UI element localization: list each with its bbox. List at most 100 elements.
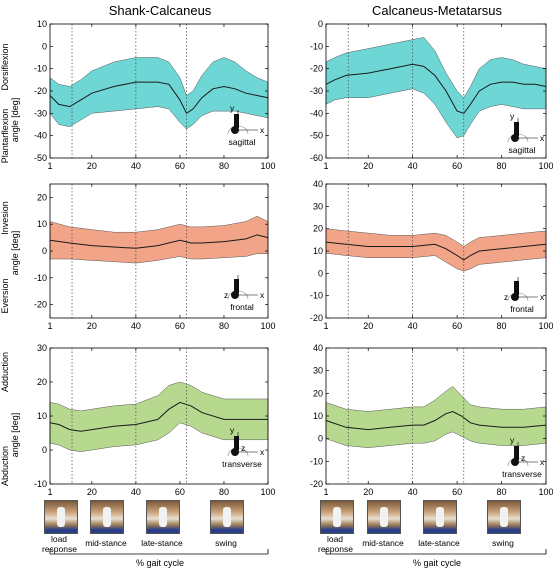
ytick-label: 20 [37, 192, 47, 202]
ytick-label: 30 [37, 343, 47, 353]
ytick-label: 20 [313, 224, 323, 234]
std-band [49, 215, 269, 264]
xtick-label: 40 [131, 487, 141, 497]
xtick-label: 100 [538, 487, 553, 497]
xtick-label: 40 [408, 321, 418, 331]
gait-phase-label: late-stance [418, 538, 460, 548]
xtick-label: 60 [452, 161, 462, 171]
gait-cycle-bracket-right: % gait cycle [325, 549, 547, 568]
plane-label: transverse [222, 459, 262, 469]
axis-letter-y: y [510, 111, 515, 121]
gait-phase-label: mid-stance [85, 538, 127, 548]
axis-letter-z: z [241, 443, 245, 453]
ytick-label: -50 [34, 153, 47, 163]
std-band [325, 37, 547, 139]
mean-line [325, 241, 547, 261]
ytick-label: 30 [313, 366, 323, 376]
xtick-label: 60 [452, 487, 462, 497]
mean-line [325, 410, 547, 431]
axis-letter-x: x [260, 447, 265, 457]
ytick-label: -60 [310, 153, 323, 163]
xtick-label: 60 [452, 321, 462, 331]
xtick-label: 20 [87, 321, 97, 331]
plane-label: transverse [502, 469, 542, 479]
mean-line [325, 63, 547, 114]
gait-phase-thumbnail [44, 500, 78, 534]
xlabel-right: % gait cycle [413, 558, 461, 568]
plane-axes-icon: x yz transverse [502, 435, 545, 479]
gait-phase-label: mid-stance [362, 538, 404, 548]
svg-text:angle [deg]: angle [deg] [10, 231, 20, 276]
ytick-label: -10 [310, 291, 323, 301]
xtick-label: 20 [87, 161, 97, 171]
xtick-label: 80 [219, 161, 229, 171]
xtick-label: 40 [131, 161, 141, 171]
xtick-label: 40 [408, 161, 418, 171]
ytick-label: -30 [34, 108, 47, 118]
title-left: Shank-Calcaneus [109, 3, 212, 18]
panel-shank-calcaneus-transverse: -10 0 10 20 30 1 20 40 60 80 100 x yz transverse [34, 343, 276, 497]
ytick-label: -30 [310, 86, 323, 96]
xtick-label: 20 [363, 321, 373, 331]
ytick-label: 0 [318, 434, 323, 444]
xtick-label: 80 [497, 487, 507, 497]
gait-phase-thumbnail [367, 500, 401, 534]
ytick-label: -10 [310, 41, 323, 51]
plane-label: sagittal [229, 137, 256, 147]
ytick-label: -20 [34, 86, 47, 96]
ytick-label: -40 [310, 108, 323, 118]
ytick-label: 20 [313, 388, 323, 398]
xtick-label: 1 [323, 487, 328, 497]
xtick-label: 80 [497, 321, 507, 331]
gait-phase-label: late-stance [141, 538, 183, 548]
ytick-label: 10 [37, 19, 47, 29]
gait-phase-thumbnail [90, 500, 124, 534]
xtick-label: 1 [47, 321, 52, 331]
title-right: Calcaneus-Metatarsus [372, 3, 503, 18]
ytick-label: 10 [313, 411, 323, 421]
xtick-label: 20 [363, 487, 373, 497]
svg-text:angle [deg]: angle [deg] [10, 98, 20, 143]
xtick-label: 100 [538, 321, 553, 331]
axis-letter-y: y [230, 425, 235, 435]
panel-shank-calcaneus-sagittal: -50 -40 -30 -20 -10 0 10 1 20 40 60 80 100 x y sagittal [34, 19, 276, 171]
axis-letter-z: z [504, 292, 508, 302]
axis-letter-z: z [224, 290, 228, 300]
ytick-label: 0 [42, 445, 47, 455]
xtick-label: 1 [47, 161, 52, 171]
axis-letter-x: x [260, 125, 265, 135]
ylabel-frontal: Invesion angle [deg] Eversion [0, 201, 20, 313]
xtick-label: 100 [260, 161, 275, 171]
axis-letter-y: y [230, 103, 235, 113]
gait-phase-label: swing [492, 538, 514, 548]
xtick-label: 80 [219, 487, 229, 497]
ytick-label: -20 [310, 64, 323, 74]
mean-line [49, 81, 269, 115]
std-band [325, 228, 547, 272]
xtick-label: 20 [87, 487, 97, 497]
ytick-label: -20 [310, 479, 323, 489]
svg-text:Adduction: Adduction [0, 352, 10, 392]
ytick-label: 30 [313, 201, 323, 211]
xtick-label: 60 [175, 161, 185, 171]
xtick-label: 80 [219, 321, 229, 331]
gait-phase-thumbnail [423, 500, 457, 534]
ytick-label: -10 [34, 479, 47, 489]
xlabel-left: % gait cycle [136, 558, 184, 568]
svg-text:Eversion: Eversion [0, 278, 10, 313]
axis-letter-x: x [540, 457, 545, 467]
panel-calcaneus-metatarsus-transverse: -20 -10 0 10 20 30 40 1 20 40 60 80 100 x yz transverse [310, 343, 553, 497]
ytick-label: 20 [37, 377, 47, 387]
ytick-label: 0 [318, 268, 323, 278]
axis-letter-y: y [510, 435, 515, 445]
gait-phase-thumbnail [320, 500, 354, 534]
ytick-label: -20 [34, 300, 47, 310]
plane-axes-icon: x y sagittal [227, 103, 265, 147]
ytick-label: -20 [310, 313, 323, 323]
gait-cycle-bracket-left: % gait cycle [49, 549, 269, 568]
gait-phase-thumbnail [146, 500, 180, 534]
